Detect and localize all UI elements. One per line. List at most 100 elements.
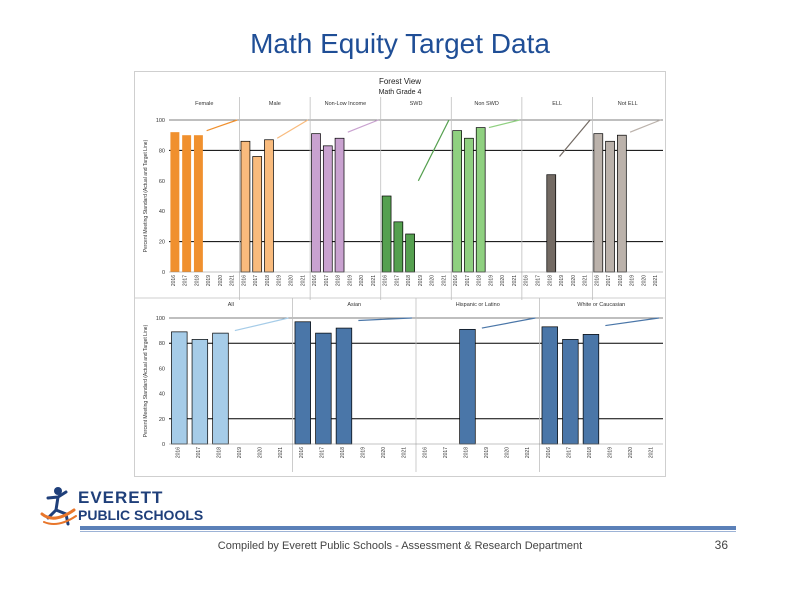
footer-text: Compiled by Everett Public Schools - Ass…	[217, 540, 583, 552]
target-line	[417, 119, 450, 182]
target-line	[605, 317, 659, 327]
logo-line1: EVERETT	[78, 488, 164, 507]
bar	[464, 137, 474, 273]
target-line	[358, 317, 412, 322]
y-tick-label: 40	[159, 209, 165, 215]
x-tick-label: 2020	[628, 447, 634, 458]
x-tick-label: 2020	[381, 447, 387, 458]
bar	[617, 134, 627, 273]
y-axis-label: Percent Meeting Standard (Actual and Tar…	[143, 324, 149, 437]
y-tick-label: 60	[159, 179, 165, 185]
x-tick-label: 2016	[546, 447, 552, 458]
x-tick-label: 2018	[194, 275, 200, 286]
x-tick-label: 2016	[312, 275, 318, 286]
x-tick-label: 2018	[406, 275, 412, 286]
x-tick-label: 2018	[463, 447, 469, 458]
x-tick-label: 2018	[618, 275, 624, 286]
x-tick-label: 2016	[594, 275, 600, 286]
x-tick-label: 2021	[402, 447, 408, 458]
x-tick-label: 2018	[587, 447, 593, 458]
group-label: White or Caucasian	[577, 302, 625, 308]
target-line	[488, 119, 520, 129]
bar	[170, 132, 180, 272]
y-tick-label: 40	[159, 392, 165, 398]
y-tick-label: 80	[159, 341, 165, 347]
slide-title: Math Equity Target Data	[250, 28, 550, 59]
x-tick-label: 2016	[453, 275, 459, 286]
target-line	[234, 317, 289, 332]
y-tick-label: 100	[156, 118, 165, 124]
chart-svg: Forest View Math Grade 4 Percent Meeting S…	[135, 77, 665, 472]
group-label: Female	[195, 101, 213, 107]
bar	[240, 140, 251, 273]
target-line	[276, 119, 309, 139]
bar	[381, 195, 392, 273]
x-tick-label: 2018	[265, 275, 271, 286]
bar	[393, 221, 404, 273]
target-line	[559, 119, 591, 157]
x-tick-label: 2019	[237, 447, 243, 458]
bar	[593, 133, 604, 273]
bar	[541, 326, 558, 445]
y-tick-label: 80	[159, 148, 165, 154]
x-tick-label: 2021	[441, 275, 447, 286]
bar	[452, 130, 462, 273]
y-axis-label: Percent Meeting Standard (Actual and Tar…	[143, 139, 149, 252]
chart-frame: Forest View Math Grade 4 Percent Meeting S…	[134, 71, 666, 477]
x-tick-label: 2021	[653, 275, 659, 286]
x-tick-label: 2021	[278, 447, 284, 458]
bar	[582, 334, 600, 445]
x-tick-label: 2019	[630, 275, 636, 286]
bar	[322, 145, 333, 273]
footer-rule-thin	[80, 531, 736, 532]
group-label: ELL	[552, 101, 562, 107]
everett-logo: EVERETT PUBLIC SCHOOLS	[40, 484, 240, 529]
chart-title: Forest View	[379, 77, 421, 86]
x-tick-label: 2020	[359, 275, 365, 286]
x-tick-label: 2019	[559, 275, 565, 286]
y-tick-label: 0	[162, 442, 165, 448]
x-tick-label: 2020	[289, 275, 295, 286]
group-label: Male	[269, 101, 281, 107]
y-tick-label: 100	[156, 316, 165, 322]
bar	[546, 174, 557, 273]
x-tick-label: 2017	[196, 447, 202, 458]
x-tick-label: 2018	[216, 447, 222, 458]
x-tick-label: 2016	[383, 275, 389, 286]
x-tick-label: 2021	[371, 275, 377, 286]
x-tick-label: 2016	[171, 275, 177, 286]
x-tick-label: 2016	[524, 275, 530, 286]
target-line	[206, 119, 238, 132]
bar	[171, 331, 188, 445]
x-tick-label: 2019	[206, 275, 212, 286]
x-tick-label: 2019	[608, 447, 614, 458]
group-label: All	[228, 302, 234, 308]
y-tick-label: 20	[159, 417, 165, 423]
x-tick-label: 2018	[340, 447, 346, 458]
x-tick-label: 2017	[183, 275, 189, 286]
x-tick-label: 2018	[547, 275, 553, 286]
bar	[311, 133, 321, 273]
x-tick-label: 2021	[230, 275, 236, 286]
y-tick-label: 0	[162, 270, 165, 276]
bar	[182, 135, 192, 272]
x-tick-label: 2020	[505, 447, 511, 458]
bar	[605, 140, 615, 273]
x-tick-label: 2021	[583, 275, 589, 286]
x-tick-label: 2019	[361, 447, 367, 458]
target-line	[347, 119, 379, 133]
x-tick-label: 2021	[525, 447, 531, 458]
x-tick-label: 2017	[536, 275, 542, 286]
x-tick-label: 2016	[422, 447, 428, 458]
x-tick-label: 2017	[324, 275, 330, 286]
bar	[191, 339, 209, 445]
x-tick-label: 2020	[258, 447, 264, 458]
target-line	[629, 119, 661, 133]
bar	[252, 156, 263, 273]
bar	[562, 339, 579, 445]
bar	[335, 327, 353, 445]
x-tick-label: 2020	[218, 275, 224, 286]
x-tick-label: 2017	[606, 275, 612, 286]
x-tick-label: 2020	[430, 275, 436, 286]
x-tick-label: 2018	[336, 275, 342, 286]
